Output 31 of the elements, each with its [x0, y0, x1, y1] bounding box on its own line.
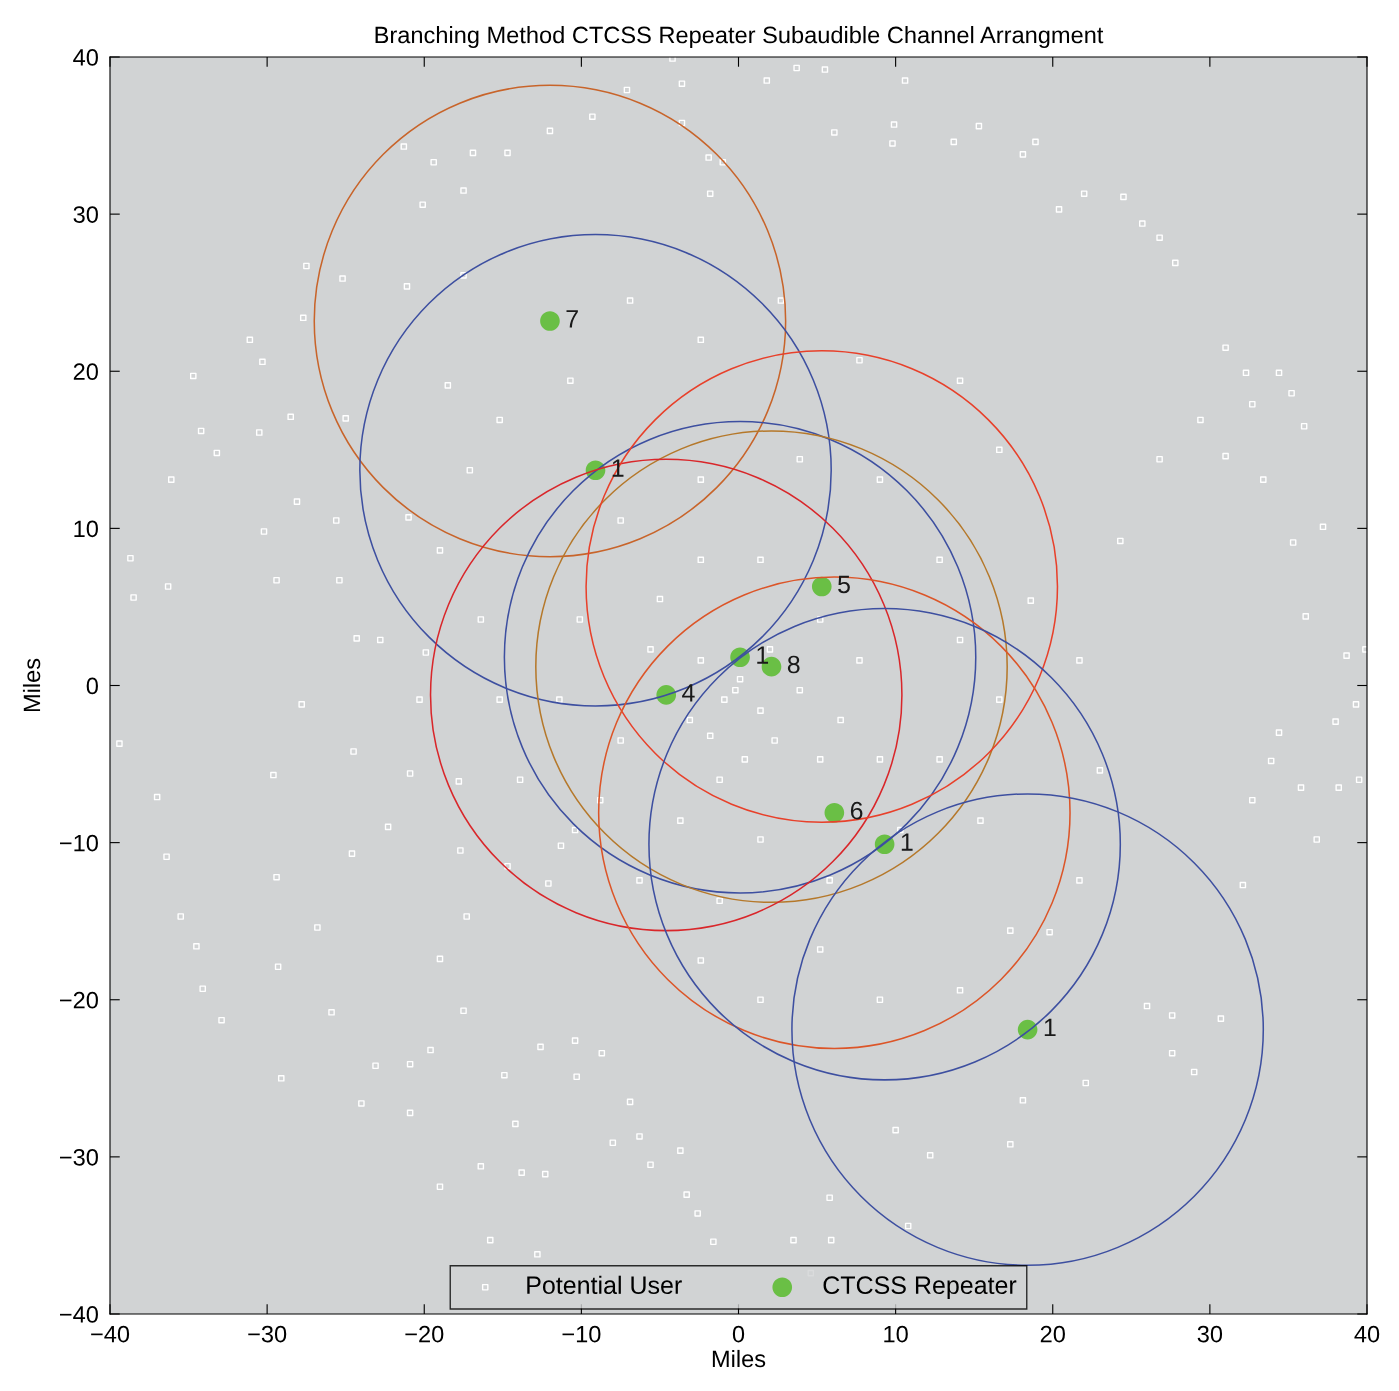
y-tick-label: −30 [60, 1148, 98, 1166]
x-tick-label: 0 [732, 1325, 745, 1343]
annotation: 1 [1044, 1018, 1056, 1037]
y-tick-label: 30 [73, 206, 98, 223]
annotation: 7 [566, 310, 578, 328]
x-tick-label: −10 [562, 1325, 601, 1343]
y-axis-title: Miles [22, 658, 41, 712]
annotation: 1 [757, 646, 769, 664]
legend-label: CTCSS Repeater [823, 1276, 1017, 1299]
x-tick-label: 20 [1040, 1325, 1065, 1343]
legend-label: Potential User [527, 1275, 682, 1295]
x-tick-label: 30 [1197, 1325, 1223, 1343]
y-tick-label: −10 [60, 834, 98, 852]
x-tick-label: −30 [248, 1325, 287, 1343]
x-tick-label: −20 [405, 1325, 444, 1343]
annotation: 1 [901, 833, 913, 851]
x-tick-label: −40 [91, 1325, 130, 1343]
x-axis-title: Miles [712, 1349, 766, 1368]
annotation: 8 [787, 655, 800, 674]
x-tick-label: 40 [1354, 1325, 1380, 1343]
chart-title: Branching Method CTCSS Repeater Subaudible Channel Arrangment [375, 26, 1104, 49]
annotation: 6 [850, 801, 863, 820]
annotation: 4 [682, 684, 695, 702]
y-tick-label: −40 [60, 1306, 98, 1323]
y-tick-label: 10 [74, 520, 98, 538]
x-tick-label: 10 [884, 1325, 908, 1343]
y-tick-label: 0 [86, 677, 98, 695]
annotation: 5 [838, 575, 850, 594]
y-tick-label: −20 [60, 991, 98, 1009]
y-tick-label: 20 [73, 363, 98, 381]
y-tick-label: 40 [73, 49, 98, 66]
